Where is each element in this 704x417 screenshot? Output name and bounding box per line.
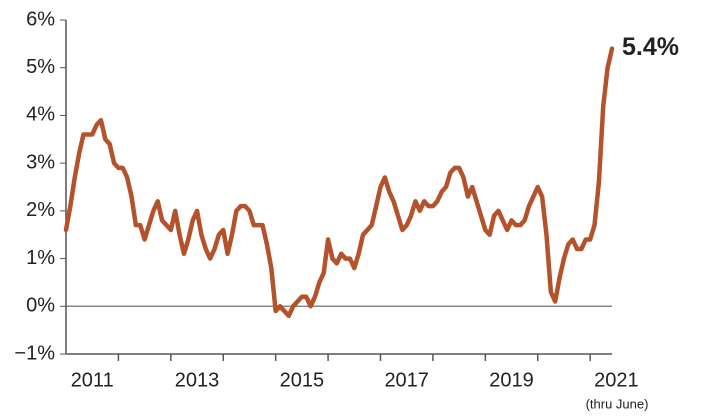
y-tick-label: 2% [26, 199, 55, 221]
x-tick-label: 2013 [175, 369, 220, 391]
y-tick-label: −1% [14, 342, 55, 364]
y-tick-label: 0% [26, 295, 55, 317]
end-label: 5.4% [622, 33, 679, 61]
x-tick-label: 2017 [384, 369, 429, 391]
y-tick-label: 4% [26, 104, 55, 126]
series-line [63, 46, 615, 319]
x-tick-label: 2021 [594, 369, 639, 391]
x-tick-label: 2011 [71, 369, 114, 391]
y-tick-label: 6% [26, 8, 55, 30]
x-tick-label: 2015 [280, 369, 325, 391]
y-tick-label: 3% [26, 151, 55, 173]
y-tick-label: 5% [26, 56, 55, 78]
y-tick-label: 1% [26, 247, 55, 269]
x-tick-label: 2019 [489, 369, 534, 391]
x-note: (thru June) [586, 396, 649, 411]
